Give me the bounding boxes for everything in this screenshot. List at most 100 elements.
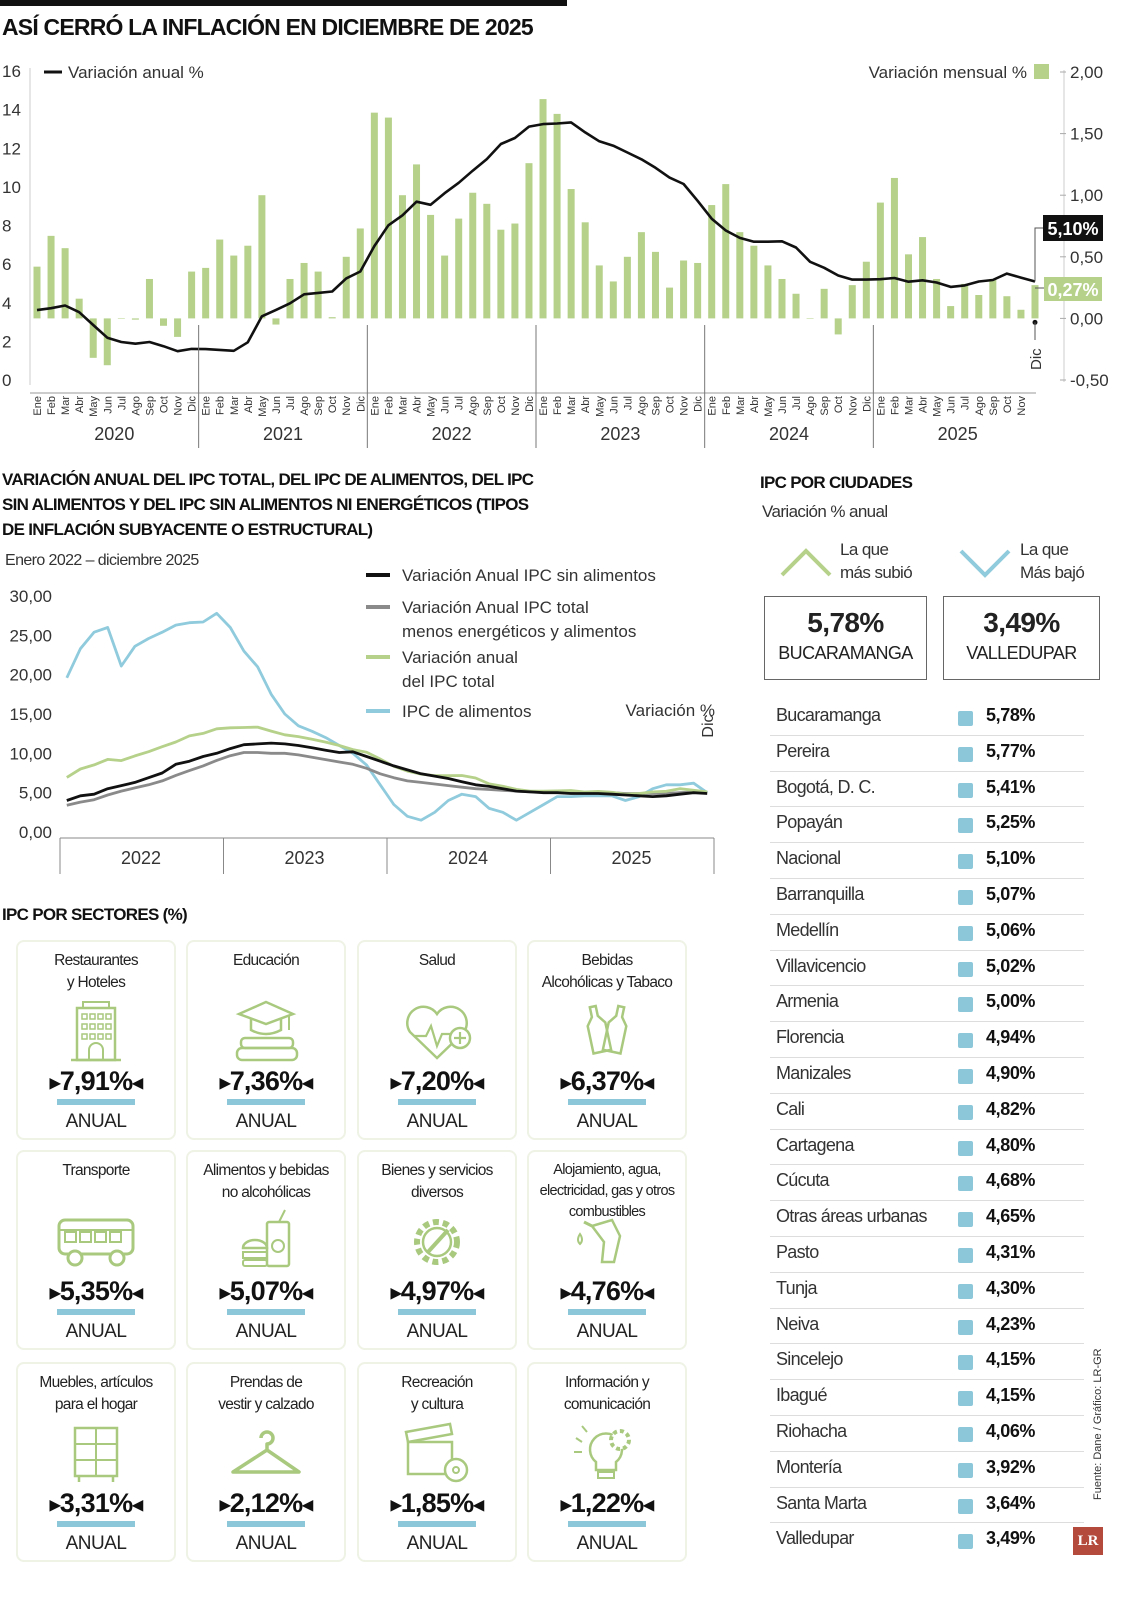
sector-unit: ANUAL <box>406 1321 468 1342</box>
sector-name: Salud <box>359 950 515 996</box>
month-label: Sep <box>144 396 156 416</box>
city-row: Sincelejo 4,15% <box>770 1343 1084 1381</box>
month-label: Sep <box>650 396 662 416</box>
city-color-swatch <box>958 1391 973 1407</box>
arrow-left-icon: ◀ <box>132 1496 143 1513</box>
sector-name: Bienes y servicios diversos <box>359 1160 515 1206</box>
city-name: Ibagué <box>776 1385 828 1406</box>
city-value: 5,77% <box>986 740 1036 761</box>
month-label: Abr <box>412 396 424 413</box>
month-label: Oct <box>159 396 171 413</box>
year-label: 2025 <box>938 424 978 444</box>
left-tick-label: 8 <box>2 217 11 236</box>
monthly-bar <box>680 260 688 319</box>
city-color-swatch <box>958 1283 973 1299</box>
month-label: May <box>932 396 944 417</box>
city-color-swatch <box>958 1498 973 1514</box>
chevron-up-icon <box>780 548 832 577</box>
monthly-bar <box>848 285 856 319</box>
month-label: Jun <box>440 396 452 414</box>
month-label: Feb <box>46 396 58 415</box>
arrow-left-icon: ◀ <box>302 1284 313 1301</box>
sector-card: Bebidas Alcohólicas y Tabaco ▶6,37%◀ ANUA… <box>527 940 687 1140</box>
arrow-right-icon: ▶ <box>49 1496 61 1513</box>
min-city-box: 3,49% VALLEDUPAR <box>943 596 1100 680</box>
min-city-value: 3,49% <box>983 607 1060 638</box>
title-line: DE INFLACIÓN SUBYACENTE O ESTRUCTURAL) <box>2 520 373 539</box>
city-name: Bucaramanga <box>776 705 881 725</box>
month-label: Mar <box>903 396 915 415</box>
title-line: SIN ALIMENTOS Y DEL IPC SIN ALIMENTOS NI… <box>2 495 529 514</box>
month-label: Dic <box>693 396 705 412</box>
monthly-bar <box>384 117 392 319</box>
month-label: Jun <box>608 396 620 414</box>
year-label: 2022 <box>432 424 472 444</box>
city-value: 4,82% <box>986 1098 1036 1119</box>
month-label: Nov <box>1016 396 1028 416</box>
sector-name-line: no alcohólicas <box>221 1184 311 1201</box>
cities-title: IPC POR CIUDADES <box>760 473 913 492</box>
month-label: Feb <box>721 396 733 415</box>
sector-underline <box>227 1521 305 1527</box>
monthly-bar <box>75 298 83 319</box>
sector-name-line: Alimentos y bebidas <box>203 1162 329 1179</box>
sector-unit: ANUAL <box>65 1533 127 1554</box>
monthly-bar <box>1031 285 1039 319</box>
monthly-bar <box>160 318 168 326</box>
sector-value-wrap: ▶1,85%◀ <box>359 1488 515 1519</box>
chart2-subtitle: Enero 2022 – diciembre 2025 <box>5 552 199 569</box>
hanger-icon <box>231 1430 301 1474</box>
month-label: Mar <box>397 396 409 415</box>
sector-underline <box>398 1521 476 1527</box>
monthly-bar <box>623 256 631 319</box>
month-label: Abr <box>74 396 86 413</box>
month-label: Ene <box>201 396 213 416</box>
sector-name-line: Educación <box>232 952 300 969</box>
left-tick-label: 10 <box>2 178 21 197</box>
city-name: Barranquilla <box>776 884 864 904</box>
sector-value: 3,31% <box>59 1488 133 1518</box>
sector-underline <box>398 1099 476 1105</box>
monthly-bar <box>413 164 421 319</box>
last-month-label: Dic <box>1028 348 1045 370</box>
left-tick-label: 4 <box>2 294 11 313</box>
sector-card: Restaurantes y Hoteles ▶7,91%◀ ANUAL <box>16 940 176 1140</box>
monthly-bar <box>89 318 97 358</box>
monthly-bar <box>553 113 561 319</box>
year-label: 2023 <box>600 424 640 444</box>
sector-unit: ANUAL <box>235 1321 297 1342</box>
monthly-bar <box>975 294 983 319</box>
month-label: Ene <box>32 396 44 416</box>
monthly-bar <box>890 177 898 319</box>
city-value: 5,10% <box>986 848 1036 869</box>
city-color-swatch <box>958 1176 973 1192</box>
sector-name-line: Recreación <box>401 1374 473 1391</box>
month-label: Nov <box>341 396 353 416</box>
monthly-bar <box>933 278 941 319</box>
sector-value: 7,36% <box>229 1066 303 1096</box>
sector-name-line: Alojamiento, agua, <box>553 1162 661 1178</box>
month-label: Mar <box>735 396 747 415</box>
sector-value: 2,12% <box>229 1488 303 1518</box>
right-tick-label: 1,50 <box>1070 125 1103 144</box>
sector-value: 4,97% <box>400 1276 474 1306</box>
month-label: Ene <box>369 396 381 416</box>
month-label: Ago <box>468 396 480 416</box>
sector-name: Alojamiento, agua, electricidad, gas y ot… <box>529 1160 685 1220</box>
month-label: May <box>257 396 269 417</box>
city-row: Villavicencio 5,02% <box>770 950 1084 987</box>
city-color-swatch <box>958 1104 973 1120</box>
monthly-bar <box>792 293 800 319</box>
city-name: Riohacha <box>776 1421 847 1441</box>
city-color-swatch <box>958 711 973 726</box>
month-label: Dic <box>524 396 536 412</box>
sector-underline <box>568 1309 646 1315</box>
city-value: 4,80% <box>986 1134 1036 1155</box>
city-name: Armenia <box>776 991 839 1012</box>
sector-value-wrap: ▶7,36%◀ <box>188 1066 344 1097</box>
monthly-bar <box>455 218 463 319</box>
lr-logo: LR <box>1073 1527 1103 1555</box>
monthly-bar <box>202 267 210 319</box>
city-color-swatch <box>958 1462 973 1478</box>
month-label: Mar <box>566 396 578 415</box>
